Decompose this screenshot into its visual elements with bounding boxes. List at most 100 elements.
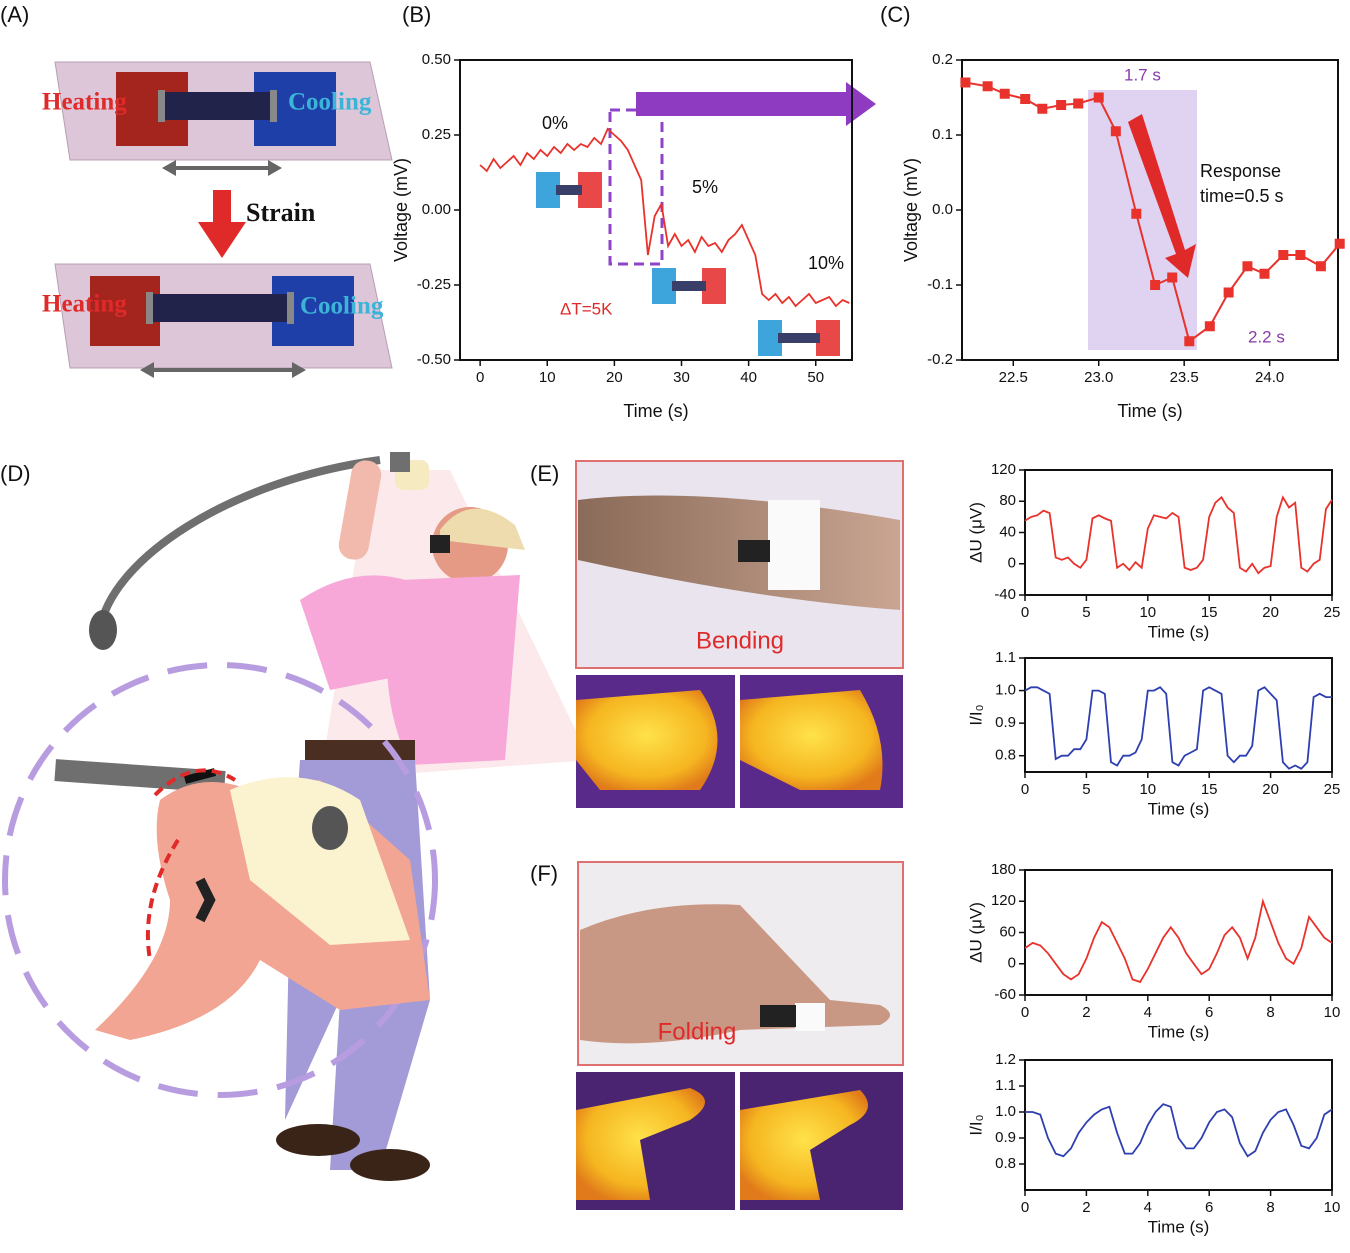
device [148, 294, 293, 322]
data-point [1259, 268, 1270, 279]
y-tick-label: 0 [1008, 555, 1016, 572]
cooling-label: Cooling [300, 293, 384, 320]
x-axis-label: Time (s) [1148, 799, 1210, 818]
x-tick-label: 0 [1021, 1199, 1029, 1216]
strain-arrow-head [198, 222, 246, 258]
x-axis-label: Time (s) [1148, 1217, 1210, 1236]
y-tick-label: 0.8 [995, 747, 1016, 764]
y-tick-label: 0.00 [422, 201, 451, 218]
x-tick-label: 8 [1266, 1199, 1274, 1216]
electrode [270, 90, 277, 122]
y-tick-label: 40 [999, 523, 1016, 540]
annotation: 1.7 s [1124, 65, 1161, 84]
data-point [1295, 250, 1306, 260]
plot-frame [1024, 657, 1333, 773]
data-point [1223, 287, 1234, 298]
x-tick-label: 4 [1144, 1199, 1152, 1216]
zoom-arrow-head [846, 82, 876, 126]
x-tick-label: 10 [1324, 1004, 1341, 1021]
thermal-hand [740, 690, 883, 790]
x-tick-label: 0 [1021, 1004, 1029, 1021]
annotation: 0% [542, 113, 568, 133]
y-tick-label: 1.1 [995, 1077, 1016, 1094]
x-axis-label: Time (s) [1148, 1022, 1210, 1041]
inset-icon [652, 268, 726, 304]
data-point [1315, 261, 1326, 272]
y-tick-label: 0.0 [932, 201, 953, 218]
electrode [146, 292, 153, 324]
panel-label: (B) [402, 2, 431, 27]
y-tick-label: 120 [991, 461, 1016, 478]
y-tick-label: 0.2 [932, 51, 953, 68]
y-tick-label: -0.25 [417, 276, 451, 293]
cooling-label: Cooling [288, 89, 372, 116]
data-point [982, 81, 993, 92]
y-tick-label: 1.0 [995, 1103, 1016, 1120]
x-tick-label: 0 [476, 369, 484, 386]
thermal-hand [576, 690, 718, 790]
arrow-head [140, 362, 154, 378]
x-tick-label: 20 [1262, 604, 1279, 621]
y-tick-label: 0.9 [995, 714, 1016, 731]
data-point [1184, 336, 1195, 347]
x-tick-label: 30 [673, 369, 690, 386]
y-tick-label: 120 [991, 892, 1016, 909]
x-tick-label: 20 [606, 369, 623, 386]
annotation: 10% [808, 253, 844, 273]
data-point [1131, 208, 1142, 219]
data-point [1110, 126, 1121, 137]
y-tick-label: 0.25 [422, 126, 451, 143]
panel-label: (C) [880, 2, 911, 27]
y-tick-label: -0.2 [927, 351, 953, 368]
data-point [1204, 321, 1215, 332]
y-tick-label: 0.1 [932, 126, 953, 143]
annotation: 2.2 s [1248, 327, 1285, 346]
data-line [1024, 686, 1332, 770]
inset-icon [758, 320, 840, 356]
data-point [1334, 238, 1345, 249]
x-tick-label: 25 [1324, 781, 1341, 798]
x-tick-label: 23.5 [1170, 369, 1199, 386]
schematic: Heating Cooling Strain Heating Cooling [42, 61, 393, 378]
arrow-head [162, 160, 176, 176]
y-tick-label: 1.2 [995, 1051, 1016, 1068]
panel-label: (A) [0, 2, 29, 27]
y-tick-label: 1.1 [995, 649, 1016, 666]
x-tick-label: 22.5 [999, 369, 1028, 386]
y-axis-label: I/I₀ [966, 704, 985, 725]
golfer-illustration [2, 452, 590, 1181]
data-point [1037, 103, 1048, 114]
device [160, 92, 275, 120]
x-axis-label: Time (s) [1148, 622, 1210, 641]
y-axis-label: Voltage (mV) [901, 158, 921, 262]
x-tick-label: 15 [1201, 781, 1218, 798]
panel-label: (D) [0, 461, 31, 486]
x-tick-label: 10 [1139, 604, 1156, 621]
panel-label: (F) [530, 861, 558, 886]
panel-label: (E) [530, 461, 559, 486]
x-tick-label: 40 [740, 369, 757, 386]
data-point [960, 77, 971, 88]
y-tick-label: 0.8 [995, 1155, 1016, 1172]
y-tick-label: 0 [1008, 955, 1016, 972]
highlight-box [608, 108, 664, 266]
x-tick-label: 15 [1201, 604, 1218, 621]
y-tick-label: 60 [999, 923, 1016, 940]
plot-frame [1024, 1059, 1333, 1191]
x-tick-label: 8 [1266, 1004, 1274, 1021]
annotation: 5% [692, 177, 718, 197]
x-tick-label: 6 [1205, 1004, 1213, 1021]
plot-frame [1024, 469, 1333, 596]
electrode [287, 292, 294, 324]
x-tick-label: 2 [1082, 1199, 1090, 1216]
data-line [479, 127, 850, 308]
data-line [1024, 495, 1333, 575]
photo-caption: Bending [696, 627, 784, 654]
data-point [1056, 100, 1067, 110]
data-point [999, 88, 1010, 99]
x-tick-label: 50 [807, 369, 824, 386]
x-tick-label: 10 [539, 369, 556, 386]
y-tick-label: 0.9 [995, 1129, 1016, 1146]
data-line [1024, 898, 1333, 984]
